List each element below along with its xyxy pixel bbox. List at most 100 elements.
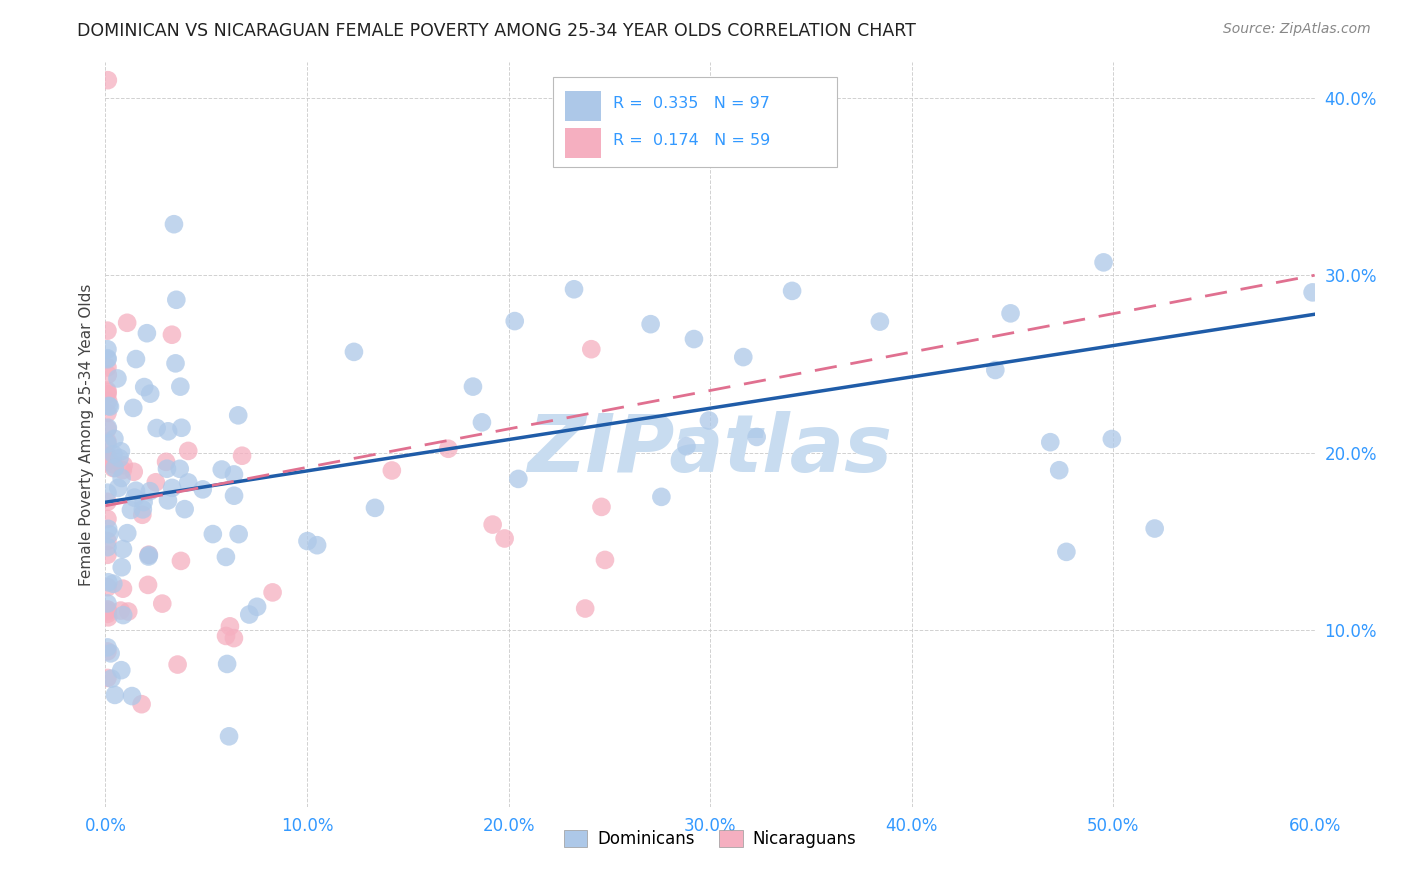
Point	[150, 597, 173, 611]
Point	[780, 284, 803, 298]
Point	[201, 527, 224, 541]
Point	[96, 351, 118, 366]
Point	[145, 475, 167, 490]
Point	[104, 688, 127, 702]
Point	[103, 447, 125, 461]
Point	[138, 548, 160, 562]
Point	[98, 400, 121, 414]
Point	[96, 422, 118, 436]
Point	[111, 463, 134, 477]
Point	[222, 467, 245, 482]
Point	[226, 409, 249, 423]
Point	[177, 475, 200, 490]
Point	[97, 399, 120, 413]
FancyBboxPatch shape	[565, 128, 602, 158]
Point	[1047, 463, 1070, 477]
Point	[381, 463, 404, 477]
Point	[170, 554, 193, 568]
Point	[238, 607, 260, 622]
Point	[135, 326, 157, 341]
Point	[97, 610, 120, 624]
Point	[481, 517, 503, 532]
Point	[191, 483, 214, 497]
Point	[494, 532, 516, 546]
Point	[96, 360, 118, 375]
Point	[156, 493, 179, 508]
Point	[111, 471, 134, 485]
Point	[132, 502, 155, 516]
Point	[222, 489, 245, 503]
Y-axis label: Female Poverty Among 25-34 Year Olds: Female Poverty Among 25-34 Year Olds	[79, 284, 94, 586]
Point	[1101, 432, 1123, 446]
Point	[110, 444, 132, 458]
Point	[211, 462, 233, 476]
Point	[96, 534, 118, 549]
Point	[160, 481, 183, 495]
Point	[132, 495, 155, 509]
Point	[96, 449, 118, 463]
Point	[219, 619, 242, 633]
Point	[165, 293, 187, 307]
Point	[117, 526, 139, 541]
Point	[125, 352, 148, 367]
Point	[869, 315, 891, 329]
Point	[103, 458, 125, 472]
Point	[96, 495, 118, 509]
Point	[177, 444, 200, 458]
Point	[173, 502, 195, 516]
Point	[96, 485, 118, 500]
Point	[574, 601, 596, 615]
Point	[145, 421, 167, 435]
Point	[104, 461, 127, 475]
Point	[98, 527, 121, 541]
Point	[163, 217, 186, 231]
Point	[108, 451, 131, 466]
Text: Source: ZipAtlas.com: Source: ZipAtlas.com	[1223, 22, 1371, 37]
Text: DOMINICAN VS NICARAGUAN FEMALE POVERTY AMONG 25-34 YEAR OLDS CORRELATION CHART: DOMINICAN VS NICARAGUAN FEMALE POVERTY A…	[77, 22, 917, 40]
Point	[471, 415, 494, 429]
Point	[437, 442, 460, 456]
FancyBboxPatch shape	[565, 91, 602, 120]
Point	[96, 455, 118, 469]
Point	[640, 317, 662, 331]
Point	[111, 542, 134, 557]
Point	[650, 490, 672, 504]
Point	[503, 314, 526, 328]
Point	[166, 657, 188, 672]
Point	[97, 522, 120, 536]
Point	[297, 534, 319, 549]
Point	[96, 387, 118, 401]
Point	[96, 604, 118, 618]
Point	[246, 599, 269, 614]
Point	[156, 461, 179, 475]
Point	[228, 527, 250, 541]
Point	[683, 332, 706, 346]
Point	[111, 560, 134, 574]
Text: R =  0.335   N = 97: R = 0.335 N = 97	[613, 96, 770, 111]
Legend: Dominicans, Nicaraguans: Dominicans, Nicaraguans	[557, 823, 863, 855]
Point	[733, 350, 755, 364]
Point	[1039, 435, 1062, 450]
Point	[138, 548, 160, 562]
Point	[984, 363, 1007, 377]
Point	[121, 689, 143, 703]
Point	[96, 436, 118, 450]
Point	[343, 344, 366, 359]
Point	[96, 607, 118, 621]
Point	[675, 439, 697, 453]
Point	[96, 671, 118, 685]
Point	[120, 503, 142, 517]
Point	[96, 452, 118, 467]
Point	[107, 481, 129, 495]
Point	[217, 657, 239, 671]
Point	[103, 576, 125, 591]
Point	[160, 327, 183, 342]
Point	[96, 644, 118, 658]
Point	[96, 434, 118, 449]
Point	[103, 432, 125, 446]
Point	[117, 605, 139, 619]
Point	[169, 462, 191, 476]
Point	[155, 455, 177, 469]
Point	[262, 585, 284, 599]
Point	[508, 472, 530, 486]
